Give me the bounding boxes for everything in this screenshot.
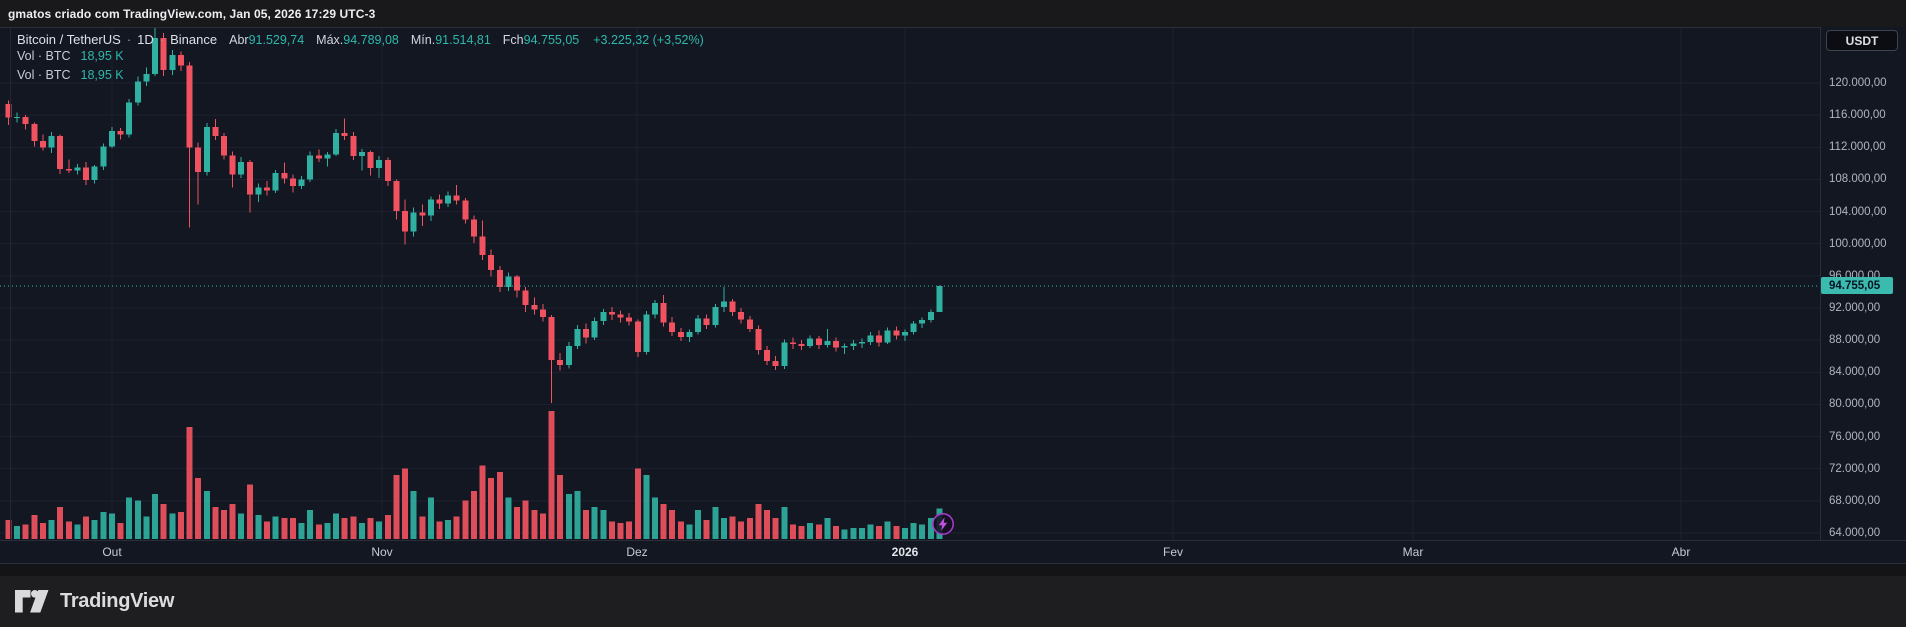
price-axis-label: 68.000,00 (1829, 494, 1881, 507)
price-axis-label: 116.000,00 (1829, 109, 1886, 122)
time-axis-top-border (0, 540, 1906, 541)
volume-legend-row-1: Vol · BTC 18,95 K (17, 49, 124, 63)
time-axis-year-label: 2026 (891, 545, 919, 559)
price-axis-label: 100.000,00 (1829, 237, 1887, 250)
time-axis-bottom-border (0, 563, 1906, 564)
ohlc-close: Fch94.755,05 (502, 33, 580, 47)
candles-layer (5, 27, 943, 403)
currency-toggle-button[interactable]: USDT (1826, 30, 1898, 51)
price-axis-label: 120.000,00 (1829, 77, 1887, 89)
widget-bottom-gap (0, 564, 1906, 576)
time-axis-month-label: Dez (626, 545, 648, 559)
legend-symbol-row: Bitcoin / TetherUS · 1D · Binance Abr91.… (17, 32, 704, 47)
time-axis-month-label: Abr (1671, 545, 1691, 559)
ohlc-high: Máx.94.789,08 (316, 33, 399, 47)
time-axis-month-label: Out (102, 545, 122, 559)
lightning-badge-icon[interactable] (930, 511, 956, 537)
price-axis-label: 112.000,00 (1829, 141, 1886, 154)
time-axis-month-label: Nov (371, 545, 393, 559)
current-price-tag: 94.755,05 (1821, 277, 1893, 295)
time-axis[interactable]: Out Nov Dez 2026 Fev Mar Abr (0, 541, 1906, 563)
pane-top-border (0, 27, 1906, 28)
ohlc-open: Abr91.529,74 (229, 33, 305, 47)
price-chart[interactable] (0, 0, 1820, 563)
volume-legend-row-2: Vol · BTC 18,95 K (17, 68, 124, 82)
attribution-text: gmatos criado com TradingView.com, Jan 0… (8, 6, 376, 21)
attribution-bar: gmatos criado com TradingView.com, Jan 0… (0, 0, 1906, 27)
grid-layer (0, 27, 1820, 540)
volume-value: 18,95 K (80, 68, 124, 82)
change-label: +3.225,32 (+3,52%) (593, 33, 704, 47)
exchange-label: Binance (170, 32, 218, 47)
price-axis-label: 84.000,00 (1829, 366, 1881, 379)
price-axis-label: 80.000,00 (1829, 398, 1881, 411)
chart-legend: Bitcoin / TetherUS · 1D · Binance Abr91.… (17, 31, 704, 85)
interval-label: 1D (137, 32, 154, 47)
footer: TradingView (0, 576, 1906, 627)
price-axis-label: 72.000,00 (1829, 462, 1881, 475)
tradingview-brand-text: TradingView (60, 590, 175, 612)
symbol-title: Bitcoin / TetherUS (17, 32, 121, 47)
price-axis[interactable]: USDT 120.000,00 116.000,00 112.000,00 108.0… (1820, 27, 1906, 540)
price-axis-label: 104.000,00 (1829, 205, 1887, 218)
volume-layer (5, 411, 943, 539)
time-axis-month-label: Mar (1402, 545, 1424, 559)
tradingview-logo-link[interactable]: TradingView (14, 589, 174, 615)
price-axis-label: 64.000,00 (1829, 527, 1881, 539)
pane-left-border (10, 27, 11, 540)
price-axis-label: 108.000,00 (1829, 173, 1887, 186)
tradingview-logo-icon (15, 589, 49, 612)
time-axis-month-label: Fev (1162, 545, 1184, 559)
volume-value: 18,95 K (80, 49, 124, 63)
price-axis-label: 92.000,00 (1829, 302, 1881, 314)
price-axis-label: 76.000,00 (1829, 430, 1881, 443)
price-axis-label: 88.000,00 (1829, 334, 1881, 347)
ohlc-low: Mín.91.514,81 (410, 33, 491, 47)
